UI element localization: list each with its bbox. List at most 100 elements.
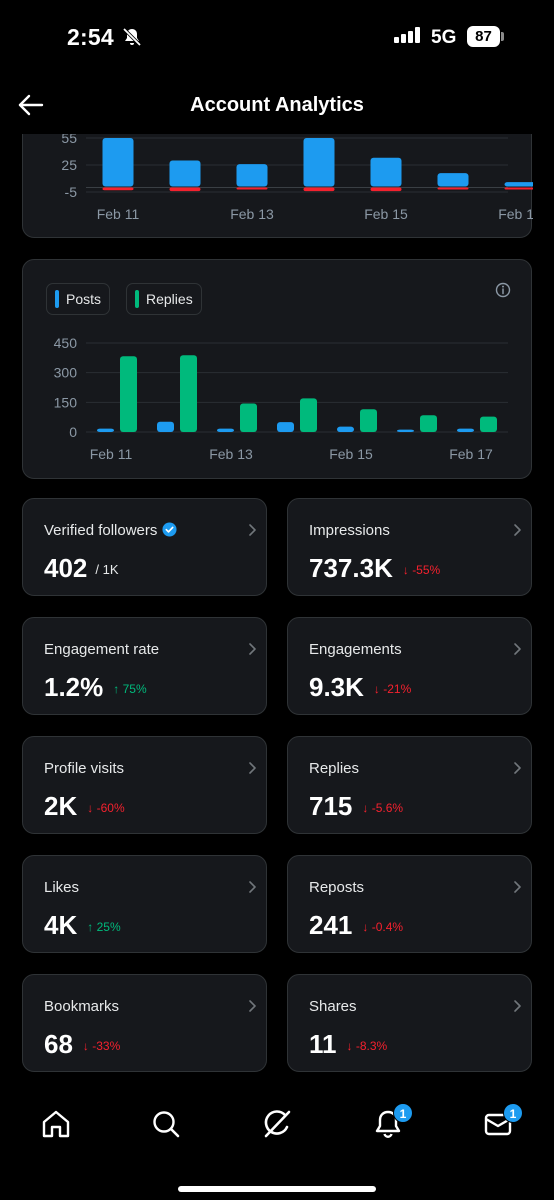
- arrow-down-icon: ↓: [346, 1039, 356, 1053]
- y-tick-label: 450: [54, 335, 78, 351]
- metric-value: 2K: [44, 791, 78, 821]
- metric-label-text: Impressions: [309, 522, 390, 539]
- metric-value-row: 402 / 1K: [44, 553, 119, 584]
- bar-positive: [169, 160, 201, 187]
- metric-delta: ↓ -60%: [87, 801, 124, 815]
- metric-delta-value: -33%: [92, 1039, 121, 1053]
- metric-label: Verified followers: [44, 522, 177, 539]
- metric-delta: ↓ -33%: [83, 1039, 120, 1053]
- metric-value-row: 9.3K ↓ -21%: [309, 672, 411, 703]
- metric-label-text: Bookmarks: [44, 998, 120, 1015]
- bar-posts: [397, 429, 414, 432]
- metric-label: Engagement rate: [44, 641, 159, 658]
- legend-replies[interactable]: Replies: [126, 283, 202, 315]
- x-tick-label: Feb 15: [329, 446, 373, 462]
- x-tick-label: Feb 13: [209, 446, 253, 462]
- bar-posts: [97, 428, 114, 432]
- chevron-right-icon: [249, 524, 256, 536]
- metric-value: 4K: [44, 910, 78, 940]
- metric-card-shares[interactable]: Shares 11 ↓ -8.3%: [287, 974, 532, 1072]
- y-tick-label: 150: [54, 394, 78, 410]
- metric-card-verified-followers[interactable]: Verified followers 402 / 1K: [22, 498, 267, 596]
- legend-posts-label: Posts: [66, 291, 102, 307]
- impressions-bar-chart: 55 25 -5 Feb 11 Feb 13 Feb 15 Feb 17: [61, 130, 542, 222]
- bar-negative: [236, 187, 268, 190]
- metric-delta-value: -60%: [96, 801, 125, 815]
- y-tick-label: 25: [61, 157, 77, 173]
- chevron-right-icon: [514, 1000, 521, 1012]
- bar-negative: [370, 187, 402, 192]
- search-icon[interactable]: [149, 1107, 183, 1141]
- metric-value-row: 11 ↓ -8.3%: [309, 1029, 387, 1060]
- metric-label-text: Replies: [309, 760, 360, 777]
- y-tick-label: 55: [61, 130, 77, 146]
- y-tick-label: -5: [65, 184, 78, 200]
- info-icon[interactable]: [495, 282, 511, 298]
- grok-icon[interactable]: [260, 1107, 294, 1141]
- chevron-right-icon: [514, 762, 521, 774]
- metric-card-profile-visits[interactable]: Profile visits 2K ↓ -60%: [22, 736, 267, 834]
- metric-card-impressions[interactable]: Impressions 737.3K ↓ -55%: [287, 498, 532, 596]
- signal-bars-icon: [394, 27, 420, 43]
- home-icon[interactable]: [39, 1107, 73, 1141]
- metric-label: Engagements: [309, 641, 402, 658]
- bar-positive: [370, 157, 402, 187]
- page-title: Account Analytics: [190, 94, 364, 116]
- metric-card-reposts[interactable]: Reposts 241 ↓ -0.4%: [287, 855, 532, 953]
- metric-value-row: 68 ↓ -33%: [44, 1029, 120, 1060]
- metric-label: Impressions: [309, 522, 390, 539]
- bar-posts: [337, 426, 354, 432]
- metric-value-row: 737.3K ↓ -55%: [309, 553, 440, 584]
- metric-suffix: / 1K: [95, 562, 119, 577]
- bar-positive: [236, 164, 268, 187]
- metric-card-replies[interactable]: Replies 715 ↓ -5.6%: [287, 736, 532, 834]
- bar-positive: [102, 138, 134, 187]
- bar-posts: [457, 428, 474, 432]
- legend-posts[interactable]: Posts: [46, 283, 111, 315]
- metric-value: 241: [309, 910, 353, 940]
- arrow-up-icon: ↑: [113, 682, 123, 696]
- bar-positive: [437, 173, 469, 187]
- status-bar: 2:54 5G 87: [0, 0, 554, 72]
- metric-delta-value: 25%: [96, 920, 121, 934]
- battery-tip: [501, 32, 504, 41]
- metric-value: 1.2%: [44, 672, 104, 702]
- posts-replies-bar-chart: 450 300 150 0 Feb 11 Feb 13 Feb 15 Feb 17: [54, 335, 508, 462]
- metric-label-text: Profile visits: [44, 760, 125, 777]
- metric-label: Replies: [309, 760, 359, 777]
- metric-label-text: Engagement rate: [44, 641, 160, 658]
- metric-delta: ↑ 25%: [87, 920, 120, 934]
- x-tick-label: Feb 11: [97, 206, 140, 222]
- bar-negative: [169, 187, 201, 192]
- bar-posts: [277, 422, 294, 432]
- notifications-badge: 1: [393, 1103, 413, 1123]
- bar-posts: [157, 421, 174, 432]
- bell-icon[interactable]: [371, 1107, 405, 1141]
- chevron-right-icon: [514, 881, 521, 893]
- metric-card-likes[interactable]: Likes 4K ↑ 25%: [22, 855, 267, 953]
- y-tick-label: 0: [69, 424, 77, 440]
- metric-delta-value: -0.4%: [371, 920, 404, 934]
- home-indicator: [178, 1186, 376, 1192]
- metric-label: Shares: [309, 998, 357, 1015]
- metric-delta: ↓ -21%: [374, 682, 411, 696]
- metric-label: Reposts: [309, 879, 364, 896]
- bell-slash-icon: [122, 27, 142, 47]
- arrow-down-icon: ↓: [82, 1039, 93, 1053]
- verified-badge-icon: [162, 522, 177, 537]
- metric-label-text: Shares: [309, 998, 357, 1015]
- metric-value-row: 1.2% ↑ 75%: [44, 672, 147, 703]
- metric-card-bookmarks[interactable]: Bookmarks 68 ↓ -33%: [22, 974, 267, 1072]
- legend-posts-swatch: [55, 290, 59, 308]
- arrow-down-icon: ↓: [402, 563, 413, 577]
- legend-replies-label: Replies: [146, 291, 193, 307]
- mail-icon[interactable]: [481, 1107, 515, 1141]
- arrow-down-icon: ↓: [362, 920, 372, 934]
- metric-card-engagements[interactable]: Engagements 9.3K ↓ -21%: [287, 617, 532, 715]
- chevron-right-icon: [249, 762, 256, 774]
- battery-level: 87: [467, 26, 500, 47]
- metric-card-engagement-rate[interactable]: Engagement rate 1.2% ↑ 75%: [22, 617, 267, 715]
- metric-value: 9.3K: [309, 672, 364, 702]
- metric-label: Likes: [44, 879, 79, 896]
- back-arrow-icon[interactable]: [16, 92, 46, 118]
